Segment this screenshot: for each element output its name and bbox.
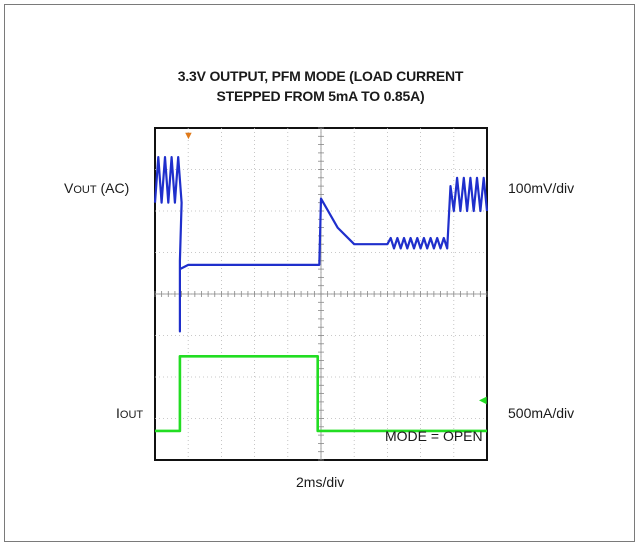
trace-v-out xyxy=(153,156,489,333)
iout-channel-label: IOUT xyxy=(116,405,144,421)
x-axis-label: 2ms/div xyxy=(296,474,345,490)
mode-annotation: MODE = OPEN xyxy=(385,428,483,444)
trace-i-out xyxy=(155,354,487,433)
iout-scale-label: 500mA/div xyxy=(508,405,575,421)
chart-title-line1: 3.3V OUTPUT, PFM MODE (LOAD CURRENT xyxy=(177,68,464,84)
channel-marker-arrow: ◀ xyxy=(479,395,487,406)
vout-scale-label: 100mV/div xyxy=(508,180,575,196)
trigger-marker-icon: ▼ xyxy=(183,130,194,142)
chart-title-line2: STEPPED FROM 5mA TO 0.85A) xyxy=(216,88,425,104)
vout-channel-label: VOUT (AC) xyxy=(64,180,130,196)
